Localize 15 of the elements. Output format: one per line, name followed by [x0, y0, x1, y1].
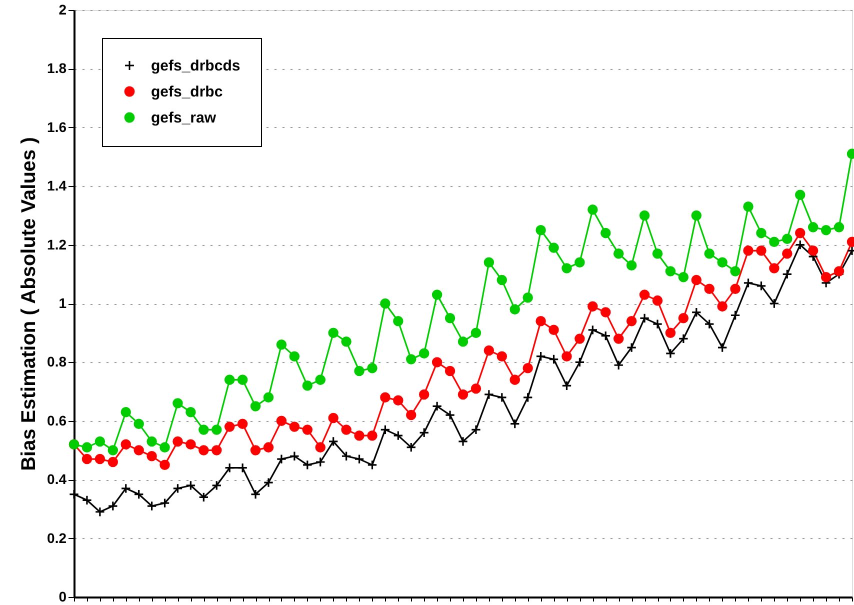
y-tick-label: 1.6 [47, 118, 67, 135]
y-tick-label: 1.4 [47, 178, 67, 194]
y-tick-label: 0.8 [47, 354, 67, 370]
y-tick-label: 2 [58, 2, 67, 18]
y-tick-label: 1.8 [47, 60, 67, 76]
legend-label: gefs_drbcds [151, 58, 240, 74]
legend-label: gefs_raw [151, 110, 216, 126]
y-tick-label: 0 [58, 588, 67, 604]
y-tick-label: 0.2 [47, 530, 67, 546]
y-tick-label: 0.6 [47, 412, 67, 428]
y-tick-label: 1.2 [47, 236, 67, 252]
y-tick-label: 0.4 [47, 471, 67, 488]
legend-label: gefs_drbc [151, 84, 223, 100]
y-tick-label: 1 [58, 295, 67, 311]
y-axis-title: Bias Estimation ( Absolute Values ) [18, 137, 40, 471]
